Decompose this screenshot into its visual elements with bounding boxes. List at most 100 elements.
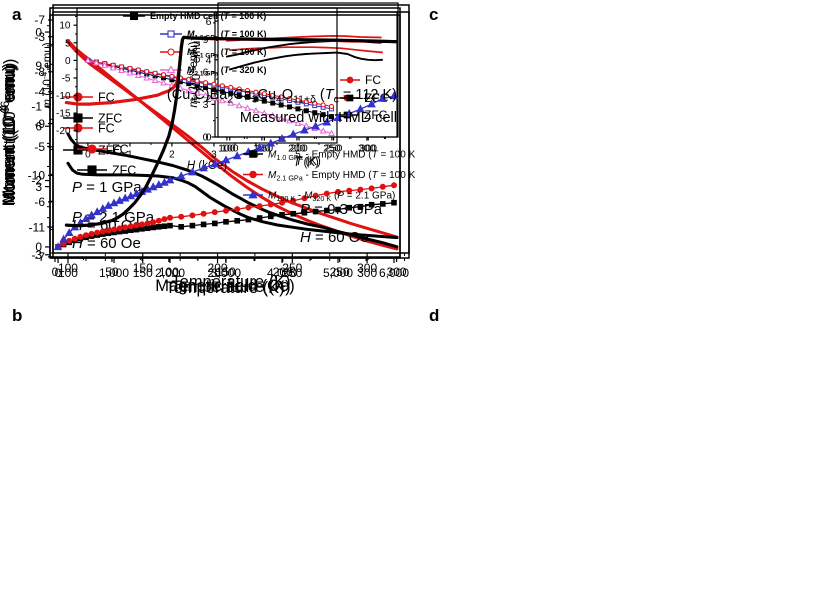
svg-text:-15: -15 (56, 109, 71, 120)
svg-text:0: 0 (65, 56, 71, 67)
svg-text:5: 5 (65, 38, 71, 49)
svg-text:200: 200 (290, 143, 308, 155)
series-M2.1GPa-EmptyHMD (55, 182, 398, 250)
svg-text:Temperature (K): Temperature (K) (165, 279, 284, 297)
svg-text:Temperature (K): Temperature (K) (171, 278, 290, 296)
svg-text:9: 9 (35, 59, 42, 73)
svg-text:10: 10 (59, 21, 71, 32)
inset-legend: Empty HMD cell (T = 100 K)M1.0 GPa (T = … (123, 11, 267, 77)
svg-text:P = 1 GPa: P = 1 GPa (72, 179, 142, 196)
svg-text:-1: -1 (31, 100, 42, 114)
svg-text:200: 200 (208, 266, 228, 280)
svg-text:300: 300 (357, 266, 377, 280)
svg-text:250: 250 (282, 261, 302, 275)
svg-text:5: 5 (295, 150, 301, 161)
svg-text:1,000: 1,000 (99, 266, 129, 280)
svg-text:250: 250 (323, 143, 341, 155)
annotation: P = 1 GPa (72, 179, 142, 196)
svg-text:T (K): T (K) (293, 157, 319, 169)
panel-a-label: a (12, 5, 22, 24)
svg-text:2,000: 2,000 (155, 266, 185, 280)
svg-text:200: 200 (208, 261, 228, 275)
svg-text:300: 300 (358, 143, 376, 155)
svg-text:4,000: 4,000 (267, 266, 297, 280)
svg-text:-11: -11 (29, 220, 46, 234)
series-ZFC (66, 132, 399, 249)
svg-text:100: 100 (221, 143, 239, 155)
svg-text:250: 250 (325, 143, 343, 155)
svg-text:0: 0 (35, 25, 42, 39)
annotation: Measured with HMD cell (240, 110, 397, 126)
svg-text:M2.1 GPa (T = 100 K): M2.1 GPa (T = 100 K) (187, 47, 267, 59)
svg-text:0: 0 (206, 132, 212, 144)
svg-text:T (K): T (K) (295, 156, 321, 168)
svg-text:-10: -10 (56, 91, 71, 102)
svg-text:3: 3 (203, 99, 209, 111)
svg-text:100: 100 (218, 143, 236, 155)
svg-text:150: 150 (216, 265, 236, 279)
panel-b-label: b (12, 306, 23, 325)
svg-text:3,000: 3,000 (211, 266, 241, 280)
svg-text:6: 6 (203, 66, 209, 78)
axes-frame (76, 7, 338, 144)
annotation: H = 60 Oe (300, 229, 369, 246)
svg-text:ZFC: ZFC (98, 111, 122, 125)
svg-text:3: 3 (211, 150, 217, 161)
svg-text:H = 60 Oe: H = 60 Oe (72, 235, 141, 252)
svg-text:ZFC: ZFC (364, 108, 388, 122)
svg-text:Temperature (K): Temperature (K) (171, 273, 290, 291)
svg-text:-4: -4 (34, 85, 45, 99)
svg-text:100: 100 (159, 265, 179, 279)
svg-text:200: 200 (288, 143, 306, 155)
svg-text:-7: -7 (34, 250, 45, 264)
svg-text:5,000: 5,000 (323, 266, 353, 280)
svg-text:m (10-6 emu): m (10-6 emu) (189, 37, 203, 103)
svg-text:Moment (10-4 emu): Moment (10-4 emu) (0, 63, 18, 204)
svg-text:0: 0 (55, 266, 62, 280)
axes-frame (214, 11, 398, 138)
svg-text:250: 250 (282, 266, 302, 280)
svg-text:150: 150 (133, 261, 153, 275)
svg-text:0: 0 (85, 150, 91, 161)
svg-text:300: 300 (359, 143, 377, 155)
svg-text:6: 6 (206, 16, 212, 28)
panel-c-chart: 0 1,000 2,000 3,000 4,000 5,000 6,000 0 3 6 9 Magne… (0, 7, 415, 295)
svg-text:0: 0 (203, 132, 209, 144)
svg-text:M1.0 GPa - Empty HMD (T = 100: M1.0 GPa - Empty HMD (T = 100 K) (268, 150, 415, 162)
series-ZFC (66, 161, 399, 240)
svg-text:Moment (10-4 emu): Moment (10-4 emu) (0, 66, 18, 207)
svg-text:100: 100 (58, 261, 78, 275)
svg-text:m (10-4 emu): m (10-4 emu) (40, 42, 54, 108)
main-axes: 0 1,000 2,000 3,000 4,000 5,000 6,000 0 3 6 9 Magne… (0, 7, 409, 295)
svg-text:-9: -9 (34, 117, 45, 131)
svg-text:-3: -3 (31, 248, 42, 262)
svg-text:200: 200 (273, 265, 293, 279)
svg-text:(Cu,C)Ba2Ca3Cu4O11+δ (Tc = 112: (Cu,C)Ba2Ca3Cu4O11+δ (Tc = 112 K) (167, 87, 397, 105)
legend: M1.0 GPa - Empty HMD (T = 100 K) M2.1 GPa… (243, 150, 415, 203)
svg-text:2: 2 (169, 150, 175, 161)
svg-text:2: 2 (206, 93, 212, 105)
svg-text:-6: -6 (34, 195, 45, 209)
axes-frame (49, 14, 401, 258)
svg-text:ZFC: ZFC (98, 143, 122, 157)
svg-text:250: 250 (330, 265, 350, 279)
svg-text:Magnetic field (Oe): Magnetic field (Oe) (155, 277, 294, 295)
svg-text:-5: -5 (62, 73, 71, 84)
panel-d-label: d (429, 306, 440, 325)
svg-text:-2: -2 (31, 174, 42, 188)
legend: FC ZFC (63, 121, 122, 157)
panel-c-label: c (429, 5, 439, 24)
svg-text:-3: -3 (34, 30, 45, 44)
svg-text:FC: FC (98, 121, 115, 135)
svg-text:300: 300 (357, 261, 377, 275)
svg-text:H = 60 Oe: H = 60 Oe (300, 229, 369, 246)
series-FC (66, 40, 399, 239)
svg-text:ZFC: ZFC (112, 163, 136, 177)
svg-text:FC: FC (98, 90, 115, 104)
annotation: (Cu,C)Ba2Ca3Cu4O11+δ (Tc = 112 K) (167, 87, 397, 105)
svg-text:FC: FC (112, 142, 129, 156)
